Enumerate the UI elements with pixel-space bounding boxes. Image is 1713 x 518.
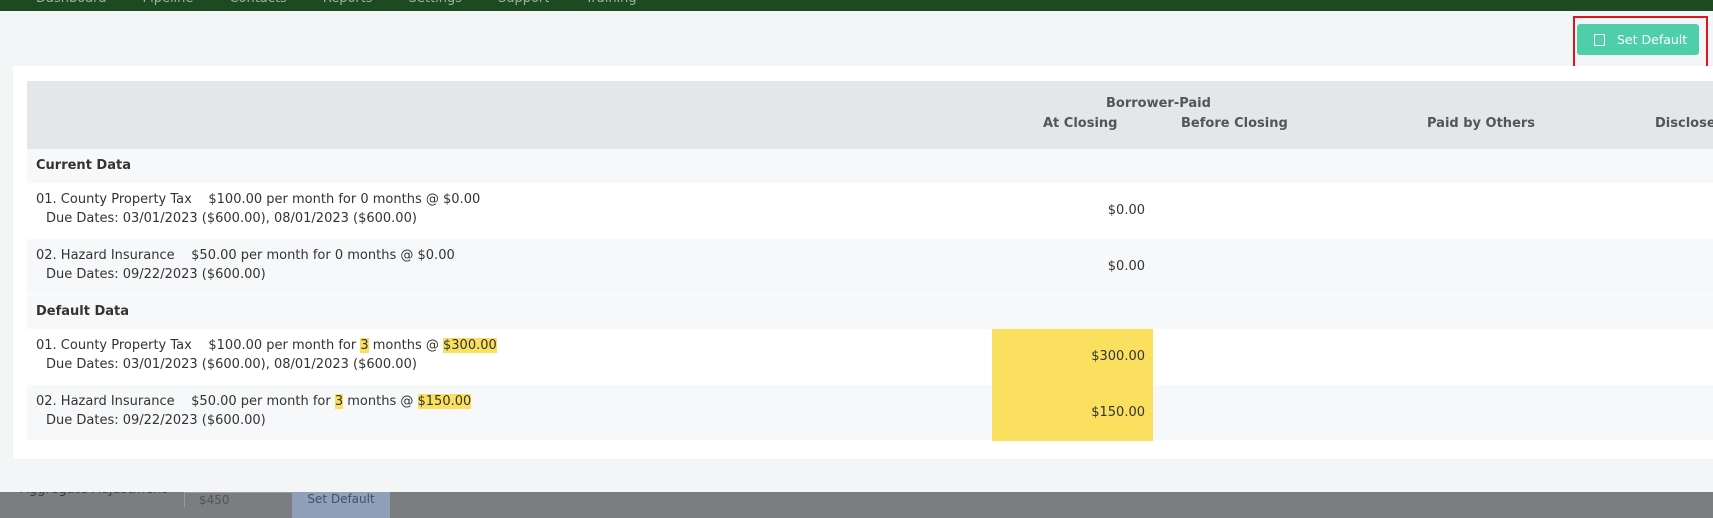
at-closing-value: $0.00 <box>1107 203 1145 218</box>
highlighted-text: $300.00 <box>443 338 497 353</box>
text: $50.00 per month for <box>191 248 331 263</box>
nav-item[interactable]: Contacts <box>229 0 286 6</box>
at-closing-value: $150.00 <box>1091 405 1145 420</box>
nav-item[interactable]: Dashboard <box>36 0 107 6</box>
row-line: 02. Hazard Insurance $50.00 per month fo… <box>36 248 455 263</box>
table-header <box>27 81 1713 149</box>
due-dates: Due Dates: 03/01/2023 ($600.00), 08/01/2… <box>46 357 417 372</box>
top-nav: Dashboard Pipeline Contacts Reports Settings… <box>0 0 1713 11</box>
group-header: Borrower-Paid <box>1106 96 1211 111</box>
table-row: 02. Hazard Insurance $50.00 per month fo… <box>27 385 1713 441</box>
row-line: 01. County Property Tax $100.00 per mont… <box>36 338 497 353</box>
due-dates: Due Dates: 09/22/2023 ($600.00) <box>46 413 266 428</box>
table-row: 02. Hazard Insurance $50.00 per month fo… <box>27 239 1713 294</box>
at-closing-value: $0.00 <box>1107 259 1145 274</box>
text: months @ <box>372 338 439 353</box>
row-line: 01. County Property Tax $100.00 per mont… <box>36 192 480 207</box>
text: $0.00 <box>443 192 481 207</box>
section-title: Current Data <box>27 149 1713 183</box>
at-closing-value: $300.00 <box>1091 349 1145 364</box>
column-header: Disclosed <box>1655 116 1713 131</box>
save-icon <box>1594 34 1605 46</box>
row-line: 02. Hazard Insurance $50.00 per month fo… <box>36 394 472 409</box>
column-header: Before Closing <box>1181 116 1288 131</box>
highlighted-text: 3 <box>360 338 369 353</box>
footer-button[interactable]: Set Default <box>292 492 390 518</box>
footer-input[interactable]: $450 <box>184 492 299 507</box>
highlight-cell <box>992 385 1153 441</box>
text: 02. Hazard Insurance <box>36 248 175 263</box>
text: months @ <box>372 192 439 207</box>
text: 01. County Property Tax <box>36 338 192 353</box>
table-row: 01. County Property Tax $100.00 per mont… <box>27 329 1713 385</box>
column-header: At Closing <box>1043 116 1118 131</box>
set-default-button[interactable]: Set Default <box>1577 24 1699 55</box>
text: $100.00 per month for <box>208 192 357 207</box>
text: months @ <box>347 394 414 409</box>
text: $50.00 per month for <box>191 394 331 409</box>
highlight-cell <box>992 329 1153 385</box>
due-dates: Due Dates: 09/22/2023 ($600.00) <box>46 267 266 282</box>
text: 0 <box>360 192 369 207</box>
due-dates: Due Dates: 03/01/2023 ($600.00), 08/01/2… <box>46 211 417 226</box>
nav-item[interactable]: Pipeline <box>143 0 194 6</box>
nav-item[interactable]: Settings <box>409 0 462 6</box>
table-row: 01. County Property Tax $100.00 per mont… <box>27 183 1713 238</box>
nav-item[interactable]: Training <box>585 0 636 6</box>
highlighted-text: $150.00 <box>417 394 472 409</box>
text: $100.00 per month for <box>208 338 357 353</box>
text: $0.00 <box>417 248 455 263</box>
text: 0 <box>334 248 344 263</box>
text: 01. County Property Tax <box>36 192 192 207</box>
column-header: Paid by Others <box>1427 116 1536 131</box>
text: months @ <box>347 248 414 263</box>
nav-item[interactable]: Support <box>498 0 549 6</box>
nav-item[interactable]: Reports <box>323 0 373 6</box>
highlighted-text: 3 <box>334 394 344 409</box>
text: 02. Hazard Insurance <box>36 394 175 409</box>
section-title: Default Data <box>27 295 1713 329</box>
